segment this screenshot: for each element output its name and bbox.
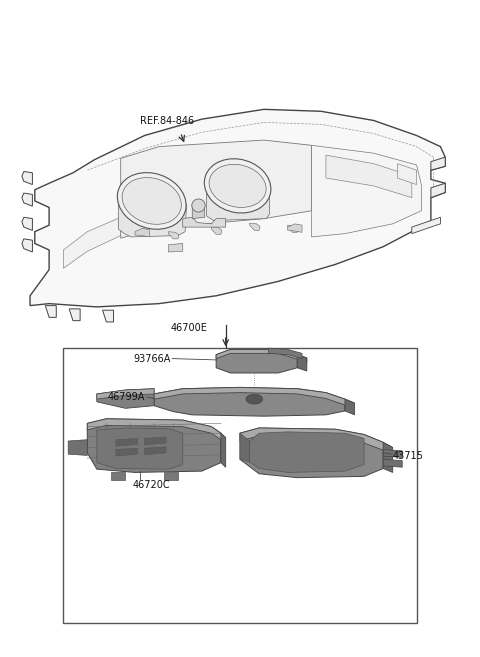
Polygon shape: [154, 388, 355, 405]
Polygon shape: [164, 472, 178, 480]
Polygon shape: [118, 202, 187, 237]
Text: 93766A: 93766A: [133, 353, 171, 363]
Polygon shape: [116, 438, 137, 446]
Text: 46700E: 46700E: [171, 323, 208, 333]
Polygon shape: [383, 449, 402, 457]
Polygon shape: [97, 428, 183, 469]
Ellipse shape: [204, 159, 271, 213]
Polygon shape: [144, 437, 166, 445]
Polygon shape: [87, 419, 226, 440]
Polygon shape: [326, 155, 412, 198]
Polygon shape: [240, 433, 250, 462]
Polygon shape: [135, 229, 149, 237]
Polygon shape: [63, 206, 192, 268]
Ellipse shape: [122, 177, 181, 224]
Polygon shape: [103, 310, 114, 322]
Polygon shape: [22, 239, 33, 252]
Polygon shape: [45, 306, 56, 317]
Polygon shape: [30, 109, 445, 307]
Polygon shape: [250, 223, 260, 231]
Polygon shape: [183, 217, 226, 227]
Polygon shape: [345, 399, 355, 415]
Polygon shape: [22, 171, 33, 185]
Polygon shape: [216, 350, 307, 363]
Polygon shape: [144, 447, 166, 455]
Text: REF.84-846: REF.84-846: [140, 116, 194, 125]
Polygon shape: [192, 204, 204, 219]
Polygon shape: [221, 433, 226, 467]
Polygon shape: [240, 428, 393, 450]
Polygon shape: [206, 187, 270, 221]
Polygon shape: [22, 217, 33, 231]
Polygon shape: [68, 440, 87, 455]
Polygon shape: [269, 348, 302, 359]
Polygon shape: [216, 350, 297, 373]
Polygon shape: [288, 225, 298, 233]
Polygon shape: [168, 232, 179, 239]
FancyBboxPatch shape: [63, 348, 417, 623]
Ellipse shape: [209, 164, 266, 208]
Polygon shape: [240, 428, 383, 478]
Polygon shape: [97, 389, 154, 399]
Polygon shape: [383, 442, 393, 472]
Polygon shape: [211, 227, 222, 235]
Polygon shape: [87, 419, 221, 472]
Polygon shape: [431, 157, 445, 170]
Polygon shape: [111, 472, 125, 480]
Polygon shape: [97, 389, 154, 408]
Text: 43715: 43715: [393, 451, 423, 461]
Polygon shape: [120, 140, 312, 238]
Polygon shape: [312, 145, 421, 237]
Polygon shape: [297, 355, 307, 371]
Text: 46720C: 46720C: [133, 480, 170, 490]
Polygon shape: [288, 224, 302, 233]
Polygon shape: [154, 388, 345, 416]
Polygon shape: [116, 448, 137, 456]
Polygon shape: [431, 183, 445, 198]
Polygon shape: [69, 309, 80, 321]
Ellipse shape: [192, 199, 205, 212]
Ellipse shape: [117, 173, 186, 229]
Polygon shape: [397, 164, 417, 185]
Polygon shape: [22, 193, 33, 206]
Text: 46799A: 46799A: [107, 392, 144, 402]
Polygon shape: [168, 244, 183, 252]
Ellipse shape: [246, 394, 263, 404]
Polygon shape: [383, 459, 402, 467]
Polygon shape: [250, 432, 364, 472]
Polygon shape: [412, 217, 441, 234]
